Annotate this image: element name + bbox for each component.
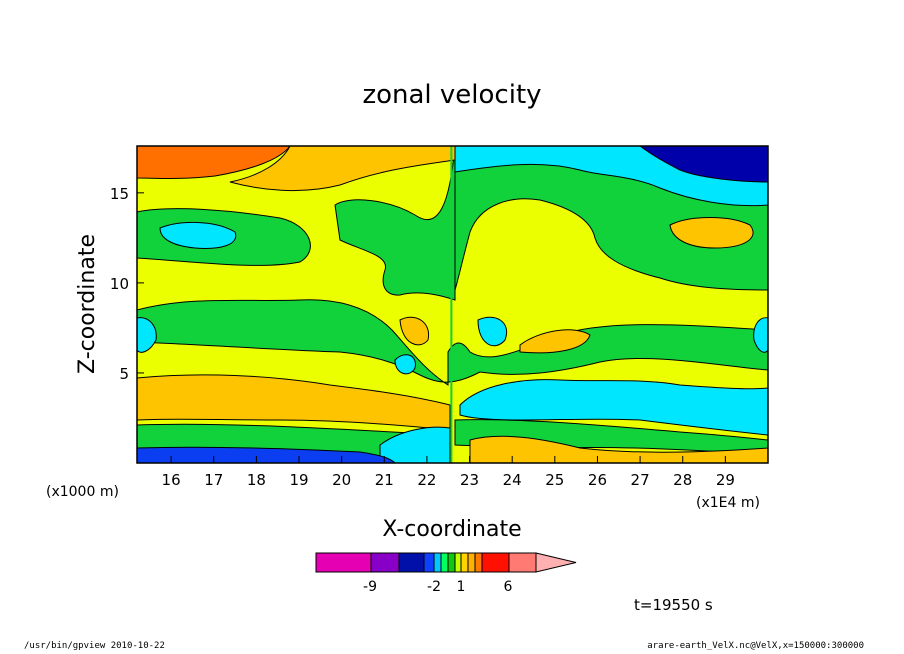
y-axis-label: Z-coordinate — [75, 234, 100, 374]
field-vertical-discontinuity — [450, 146, 453, 463]
x-tick-label: 23 — [460, 471, 479, 489]
colorbar-swatch — [481, 552, 510, 573]
colorbar-swatch — [433, 552, 442, 573]
colorbar-swatch — [508, 552, 537, 573]
footer-left: /usr/bin/gpview 2010-10-22 — [24, 641, 165, 651]
colorbar-swatch — [440, 552, 449, 573]
field-region-cyan-left — [159, 221, 237, 249]
field-region-lightorange-top — [229, 146, 456, 192]
field-band-green-center — [334, 146, 456, 301]
plot-frame — [136, 145, 769, 464]
colorbar: -9 -2 1 6 — [315, 552, 577, 595]
colorbar-swatch — [315, 552, 372, 573]
colorbar-tick-label: -2 — [427, 579, 441, 595]
footer-right: arare-earth_VelX.nc@VelX,x=150000:300000 — [647, 641, 864, 651]
x-tick-label: 21 — [375, 471, 394, 489]
x-tick-label: 17 — [204, 471, 223, 489]
field-region-lightorange-right — [669, 217, 754, 249]
colorbar-swatch — [467, 552, 476, 573]
time-label: t=19550 s — [634, 596, 713, 614]
y-tick-label: 5 — [119, 365, 129, 383]
colorbar-swatch — [454, 552, 462, 573]
field-band-green-mid — [137, 299, 768, 386]
field-region-orange-top-left — [137, 146, 291, 179]
x-scale-label: (x1E4 m) — [696, 495, 760, 511]
x-tick-label: 16 — [162, 471, 181, 489]
field-band-lowerright-cyan — [459, 379, 768, 436]
x-tick-label: 27 — [631, 471, 650, 489]
colorbar-swatch — [398, 552, 425, 573]
x-tick-label: 28 — [673, 471, 692, 489]
colorbar-tick-label: -9 — [363, 579, 377, 595]
x-tick-label: 19 — [289, 471, 308, 489]
field-band-bottom-blue-left — [137, 446, 396, 463]
field-center-lightorange-left — [399, 316, 430, 346]
x-tick-label: 25 — [545, 471, 564, 489]
colorbar-swatch — [447, 552, 456, 573]
x-tick-label: 26 — [588, 471, 607, 489]
x-tick-label: 29 — [716, 471, 735, 489]
field-region-navy-top-right — [639, 146, 768, 183]
field-center-cyan-right — [477, 316, 508, 347]
y-scale-label: (x1000 m) — [46, 484, 119, 500]
colorbar-swatch — [370, 552, 400, 573]
colorbar-swatch — [423, 552, 435, 573]
x-tick-label: 22 — [417, 471, 436, 489]
field-center-cyan-left — [394, 354, 416, 375]
field-region-cyan-bottom-center — [379, 426, 451, 463]
colorbar-swatch — [460, 552, 469, 573]
field-center-lightorange-right — [519, 329, 591, 354]
field-left-cyan-mid — [137, 317, 157, 353]
colorbar-swatch — [474, 552, 483, 573]
y-tick-label: 15 — [110, 185, 129, 203]
x-tick-label: 20 — [332, 471, 351, 489]
x-axis-label: X-coordinate — [382, 517, 521, 542]
colorbar-tick-label: 1 — [457, 579, 466, 595]
colorbar-extend-arrow — [535, 552, 577, 573]
field-band-bottom-lightorange-right — [469, 435, 768, 463]
plot-area — [136, 145, 769, 464]
axes: 16 17 18 19 20 21 22 23 24 25 26 27 28 29 5 10 15 — [110, 185, 735, 489]
x-tick-label: 18 — [247, 471, 266, 489]
x-tick-label: 24 — [503, 471, 522, 489]
colorbar-tick-label: 6 — [504, 579, 513, 595]
field-right-cyan-mid — [753, 317, 768, 353]
chart-title: zonal velocity — [362, 80, 541, 110]
y-tick-label: 10 — [110, 275, 129, 293]
